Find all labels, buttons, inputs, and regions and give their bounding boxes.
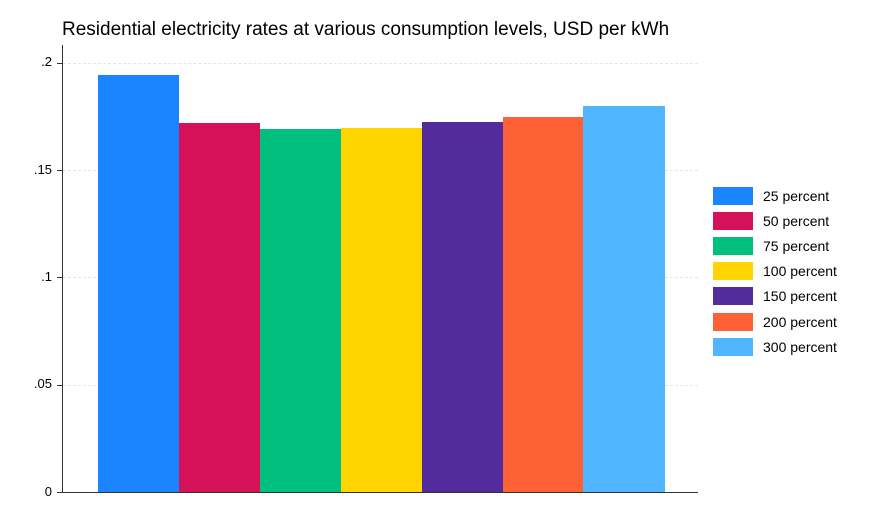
legend-label: 75 percent: [763, 237, 830, 254]
y-tick: [57, 384, 62, 386]
legend-swatch: [713, 236, 753, 255]
y-tick: [57, 277, 62, 279]
legend-item: 200 percent: [713, 309, 837, 334]
bar-200-percent: [502, 116, 584, 492]
legend-swatch: [713, 312, 753, 331]
y-tick-label: .05: [33, 376, 52, 392]
y-tick-label: .2: [41, 54, 52, 70]
legend-swatch: [713, 211, 753, 230]
y-tick: [57, 170, 62, 172]
legend-item: 300 percent: [713, 334, 837, 359]
legend-label: 50 percent: [763, 212, 830, 229]
y-tick: [57, 62, 62, 64]
y-tick-label: 0: [44, 483, 52, 499]
legend-swatch: [713, 186, 753, 205]
legend: 25 percent 50 percent 75 percent 100 percen…: [713, 183, 837, 359]
legend-label: 300 percent: [763, 338, 837, 355]
y-axis-line: [62, 45, 63, 493]
gridline: [63, 62, 698, 64]
bar-75-percent: [259, 128, 342, 492]
bar-300-percent: [583, 106, 665, 492]
legend-label: 100 percent: [763, 263, 837, 280]
legend-item: 150 percent: [713, 284, 837, 309]
x-axis-line: [62, 492, 698, 493]
bar-25-percent: [98, 75, 180, 492]
legend-label: 25 percent: [763, 187, 830, 204]
legend-swatch: [713, 337, 753, 356]
legend-label: 150 percent: [763, 288, 837, 305]
legend-swatch: [713, 262, 753, 281]
legend-item: 25 percent: [713, 183, 837, 208]
y-tick-label: .1: [41, 268, 52, 284]
bar-100-percent: [340, 127, 423, 492]
bar-150-percent: [421, 122, 503, 492]
y-tick-label: .15: [33, 161, 52, 177]
bar-50-percent: [178, 123, 261, 492]
y-tick: [57, 492, 62, 493]
chart-title: Residential electricity rates at various…: [62, 19, 670, 40]
legend-label: 200 percent: [763, 313, 837, 330]
legend-item: 75 percent: [713, 233, 837, 258]
legend-swatch: [713, 287, 753, 306]
legend-item: 50 percent: [713, 208, 837, 233]
legend-item: 100 percent: [713, 259, 837, 284]
